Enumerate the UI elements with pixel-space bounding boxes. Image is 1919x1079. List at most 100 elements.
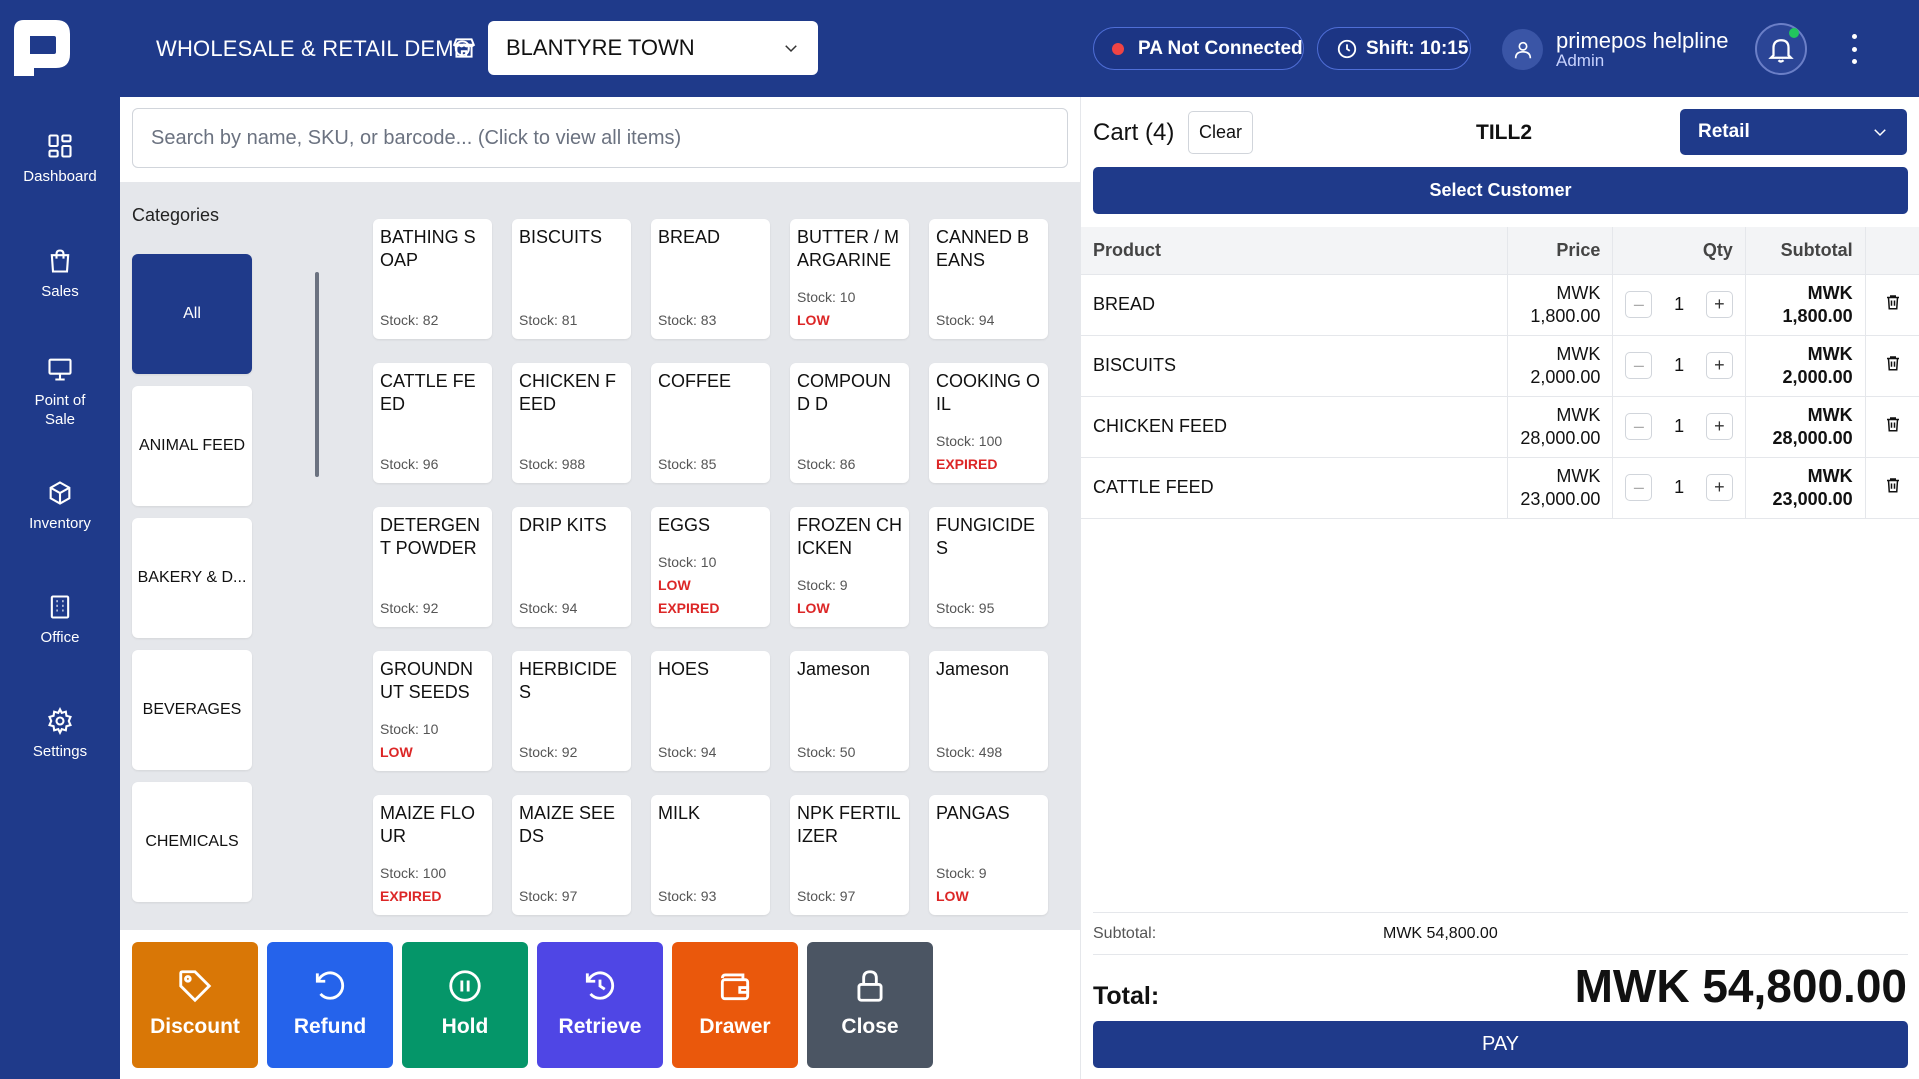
clock-icon — [1337, 39, 1357, 58]
product-card[interactable]: MAIZE FLOUR Stock: 100 EXPIRED — [373, 795, 492, 915]
drawer-button[interactable]: Drawer — [672, 942, 798, 1068]
remove-item-button[interactable] — [1865, 396, 1919, 458]
price-mode-select[interactable]: Retail — [1680, 109, 1907, 155]
decrease-qty-button[interactable]: – — [1625, 474, 1653, 501]
close-button[interactable]: Close — [807, 942, 933, 1068]
product-card[interactable]: CANNED BEANS Stock: 94 — [929, 219, 1048, 339]
product-card[interactable]: NPK FERTILIZER Stock: 97 — [790, 795, 909, 915]
product-card[interactable]: DRIP KITS Stock: 94 — [512, 507, 631, 627]
product-card[interactable]: BREAD Stock: 83 — [651, 219, 770, 339]
sidebar-item-inventory[interactable]: Inventory — [0, 479, 120, 532]
product-card[interactable]: COFFEE Stock: 85 — [651, 363, 770, 483]
product-card[interactable]: HOES Stock: 94 — [651, 651, 770, 771]
sidebar-item-label: Sales — [41, 283, 79, 300]
product-card[interactable]: BISCUITS Stock: 81 — [512, 219, 631, 339]
cart-row: CATTLE FEED MWK 23,000.00–1 + MWK 23,000.00 — [1081, 457, 1919, 519]
product-card[interactable]: FUNGICIDES Stock: 95 — [929, 507, 1048, 627]
notifications-button[interactable] — [1755, 23, 1807, 75]
product-stock: Stock: 988 — [519, 456, 586, 472]
product-meta: Stock: 10 LOW EXPIRED — [658, 551, 719, 620]
product-card[interactable]: COMPOUND D Stock: 86 — [790, 363, 909, 483]
subtotal-currency: MWK — [1807, 282, 1853, 303]
product-card[interactable]: DETERGENT POWDER Stock: 92 — [373, 507, 492, 627]
online-indicator — [1789, 28, 1799, 38]
decrease-qty-button[interactable]: – — [1625, 413, 1653, 440]
qty-value[interactable]: 1 — [1674, 355, 1685, 375]
product-card[interactable]: Jameson Stock: 50 — [790, 651, 909, 771]
close-label: Close — [841, 1015, 899, 1038]
app-logo[interactable] — [10, 16, 74, 80]
cart-item-subtotal: MWK 1,800.00 — [1745, 274, 1866, 336]
product-card[interactable]: MAIZE SEEDS Stock: 97 — [512, 795, 631, 915]
branch-select[interactable]: BLANTYRE TOWN — [488, 21, 818, 75]
product-card[interactable]: COOKING OIL Stock: 100 EXPIRED — [929, 363, 1048, 483]
qty-value[interactable]: 1 — [1674, 477, 1685, 497]
cart-item-name: CHICKEN FEED — [1081, 396, 1509, 458]
discount-button[interactable]: Discount — [132, 942, 258, 1068]
product-card[interactable]: EGGS Stock: 10 LOW EXPIRED — [651, 507, 770, 627]
decrease-qty-button[interactable]: – — [1625, 291, 1653, 318]
product-stock: Stock: 82 — [380, 312, 439, 328]
hold-button[interactable]: Hold — [402, 942, 528, 1068]
product-card[interactable]: BATHING SOAP Stock: 82 — [373, 219, 492, 339]
product-card[interactable]: Jameson Stock: 498 — [929, 651, 1048, 771]
sidebar-item-label: Dashboard — [23, 168, 97, 185]
remove-item-button[interactable] — [1865, 274, 1919, 336]
search-input[interactable] — [132, 108, 1068, 168]
product-meta: Stock: 92 — [519, 741, 577, 764]
clear-cart-button[interactable]: Clear — [1188, 111, 1253, 154]
pay-button[interactable]: PAY — [1093, 1021, 1908, 1068]
user-avatar[interactable] — [1502, 29, 1543, 70]
shift-pill[interactable]: Shift: 10:15 — [1317, 27, 1471, 70]
product-stock: Stock: 95 — [936, 600, 995, 616]
increase-qty-button[interactable]: + — [1705, 413, 1733, 440]
refund-button[interactable]: Refund — [267, 942, 393, 1068]
column-header-actions — [1865, 227, 1919, 275]
increase-qty-button[interactable]: + — [1705, 352, 1733, 379]
sidebar-item-office[interactable]: Office — [0, 593, 120, 646]
sidebar-item-dashboard[interactable]: Dashboard — [0, 132, 120, 185]
retrieve-button[interactable]: Retrieve — [537, 942, 663, 1068]
product-card[interactable]: FROZEN CHICKEN Stock: 9 LOW — [790, 507, 909, 627]
product-card[interactable]: CATTLE FEED Stock: 96 — [373, 363, 492, 483]
remove-item-button[interactable] — [1865, 335, 1919, 397]
sidebar-item-sales[interactable]: Sales — [0, 247, 120, 300]
product-card[interactable]: HERBICIDES Stock: 92 — [512, 651, 631, 771]
pa-status-pill[interactable]: PA Not Connected — [1093, 27, 1304, 70]
sidebar-item-point-of-sale[interactable]: Point of Sale — [0, 355, 120, 429]
select-customer-button[interactable]: Select Customer — [1093, 167, 1908, 214]
category-animal-feed[interactable]: ANIMAL FEED — [132, 386, 252, 506]
low-stock-badge: LOW — [380, 744, 413, 760]
more-menu-icon[interactable] — [1844, 34, 1864, 64]
search-bar — [120, 97, 1080, 182]
product-card[interactable]: BUTTER / MARGARINE Stock: 10 LOW — [790, 219, 909, 339]
remove-item-button[interactable] — [1865, 457, 1919, 519]
increase-qty-button[interactable]: + — [1705, 474, 1733, 501]
qty-value[interactable]: 1 — [1674, 294, 1685, 314]
cart-row: BREAD MWK 1,800.00–1 + MWK 1,800.00 — [1081, 274, 1919, 336]
product-card[interactable]: CHICKEN FEED Stock: 988 — [512, 363, 631, 483]
product-stock: Stock: 94 — [936, 312, 995, 328]
product-name: HOES — [658, 659, 710, 679]
product-name: EGGS — [658, 515, 711, 535]
category-chemicals[interactable]: CHEMICALS — [132, 782, 252, 902]
category-bakery[interactable]: BAKERY & D... — [132, 518, 252, 638]
increase-qty-button[interactable]: + — [1705, 291, 1733, 318]
subtotal-label: Subtotal: — [1093, 925, 1157, 942]
product-meta: Stock: 92 — [380, 597, 438, 620]
product-stock: Stock: 94 — [658, 744, 717, 760]
product-stock: Stock: 10 — [797, 289, 856, 305]
category-beverages[interactable]: BEVERAGES — [132, 650, 252, 770]
product-card[interactable]: PANGAS Stock: 9 LOW — [929, 795, 1048, 915]
category-all[interactable]: All — [132, 254, 252, 374]
sidebar-item-settings[interactable]: Settings — [0, 707, 120, 760]
price-amount: 28,000.00 — [1520, 427, 1601, 448]
product-card[interactable]: MILK Stock: 93 — [651, 795, 770, 915]
user-name[interactable]: primepos helpline — [1556, 28, 1729, 53]
product-card[interactable]: GROUNDNUT SEEDS Stock: 10 LOW — [373, 651, 492, 771]
decrease-qty-button[interactable]: – — [1625, 352, 1653, 379]
categories-scrollbar[interactable] — [315, 272, 319, 477]
qty-value[interactable]: 1 — [1674, 416, 1685, 436]
product-stock: Stock: 92 — [380, 600, 439, 616]
price-mode-value: Retail — [1698, 121, 1750, 142]
